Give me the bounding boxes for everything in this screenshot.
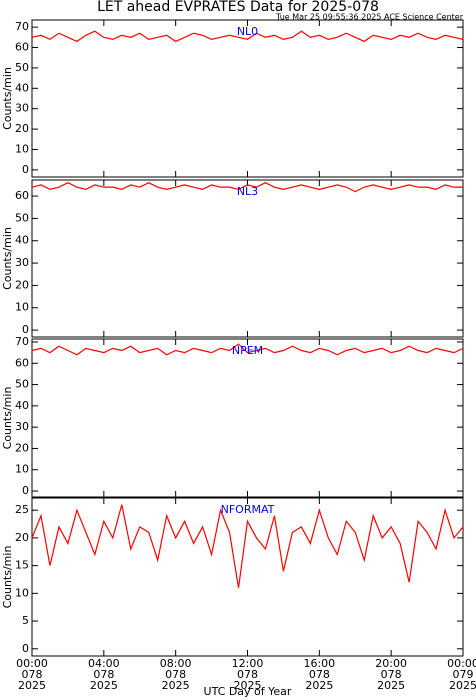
y-tick-label: 20 <box>15 441 29 454</box>
y-tick-label: 10 <box>15 586 29 599</box>
y-axis-label: Counts/min <box>1 546 14 609</box>
y-tick-label: 0 <box>22 642 29 655</box>
plot-frame <box>31 19 464 178</box>
y-tick-label: 0 <box>22 484 29 497</box>
y-tick-label: 60 <box>15 189 29 202</box>
chart-subtitle: Tue Mar 25 09:55:36 2025 ACE Science Cen… <box>275 13 464 22</box>
x-tick-label: 00:00 079 2025 <box>447 657 476 692</box>
y-axis-label: Counts/min <box>1 387 14 450</box>
y-tick-label: 30 <box>15 420 29 433</box>
plot-frame <box>31 179 464 338</box>
x-tick-label: 04:00 078 2025 <box>87 657 120 692</box>
series-line <box>31 30 464 43</box>
y-tick-label: 0 <box>22 323 29 336</box>
y-tick-label: 10 <box>15 301 29 314</box>
y-tick-label: 30 <box>15 256 29 269</box>
y-tick-label: 50 <box>15 378 29 391</box>
y-tick-label: 60 <box>15 41 29 54</box>
y-tick-label: 20 <box>15 278 29 291</box>
chart-title: LET ahead EVPRATES Data for 2025-078 <box>97 0 379 15</box>
y-tick-label: 40 <box>15 234 29 247</box>
series-label: NFORMAT <box>221 503 275 516</box>
y-axis-label: Counts/min <box>1 227 14 290</box>
x-tick-label: 00:00 078 2025 <box>16 657 48 692</box>
y-tick-label: 50 <box>15 211 29 224</box>
x-tick-label: 08:00 078 2025 <box>159 657 192 692</box>
y-tick-label: 40 <box>15 399 29 412</box>
y-tick-label: 10 <box>15 142 29 155</box>
y-tick-label: 20 <box>15 531 29 544</box>
y-tick-label: 20 <box>15 122 29 135</box>
series-line <box>31 343 464 356</box>
y-tick-label: 60 <box>15 356 29 369</box>
y-axis-label: Counts/min <box>1 67 14 130</box>
series-line <box>31 504 464 588</box>
y-tick-label: 5 <box>22 614 29 627</box>
series-line <box>31 182 463 193</box>
y-tick-label: 25 <box>15 503 29 516</box>
x-tick-label: 12:00 078 2025 <box>231 657 264 692</box>
series-label: NL0 <box>237 25 258 38</box>
plot-frame <box>31 338 464 498</box>
series-label: NPEM <box>232 344 263 357</box>
y-tick-label: 50 <box>15 61 29 74</box>
x-tick-label: 16:00 078 2025 <box>303 657 336 692</box>
y-tick-label: 70 <box>15 335 29 348</box>
y-tick-label: 0 <box>22 163 29 176</box>
y-tick-label: 30 <box>15 102 29 115</box>
y-tick-label: 40 <box>15 81 29 94</box>
y-tick-label: 70 <box>15 20 29 33</box>
y-tick-label: 10 <box>15 463 29 476</box>
series-label: NL3 <box>237 185 258 198</box>
x-tick-label: 20:00 078 2025 <box>375 657 407 692</box>
y-tick-label: 15 <box>15 559 29 572</box>
x-axis-label: UTC Day of Year <box>204 685 292 698</box>
